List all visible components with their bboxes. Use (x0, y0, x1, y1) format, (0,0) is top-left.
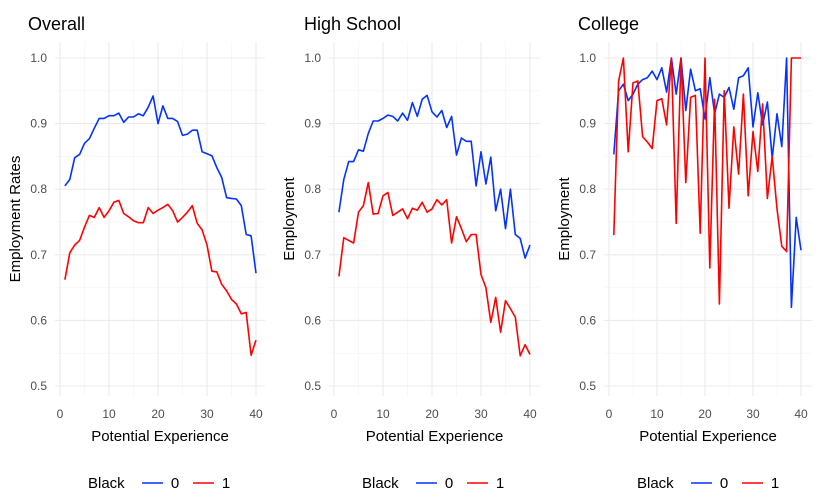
legend: Black 0 1 (637, 475, 779, 492)
panel-title: High School (304, 14, 401, 34)
x-tick-label: 0 (57, 407, 64, 421)
legend-label: 1 (496, 475, 504, 492)
x-tick-label: 10 (376, 407, 390, 421)
y-axis-title: Employment (556, 176, 573, 260)
x-tick-label: 10 (650, 407, 664, 421)
x-tick-label: 40 (794, 407, 808, 421)
x-tick-label: 0 (606, 407, 613, 421)
y-tick-label: 0.7 (30, 248, 47, 262)
legend-label: 1 (222, 475, 230, 492)
y-tick-label: 1.0 (579, 51, 596, 65)
panel-title: College (578, 14, 639, 34)
series-line-1 (338, 181, 531, 357)
legend: Black 0 1 (362, 475, 504, 492)
x-tick-label: 20 (425, 407, 439, 421)
legend-label: 1 (771, 475, 779, 492)
series-line-0 (613, 57, 802, 309)
y-tick-label: 0.6 (30, 313, 47, 327)
x-axis-title: Potential Experience (639, 428, 777, 445)
series-line-0 (338, 94, 531, 259)
y-tick-label: 0.5 (304, 379, 321, 393)
y-axis-title: Employment (281, 176, 298, 260)
y-axis-title: Employment Rates (7, 156, 24, 283)
y-tick-label: 0.9 (30, 117, 47, 131)
y-tick-label: 0.8 (304, 182, 321, 196)
x-tick-label: 0 (331, 407, 338, 421)
y-tick-label: 0.8 (30, 182, 47, 196)
y-tick-label: 1.0 (30, 51, 47, 65)
x-tick-label: 10 (102, 407, 116, 421)
series-line-0 (64, 95, 257, 274)
x-tick-label: 40 (249, 407, 263, 421)
x-axis-title: Potential Experience (91, 428, 229, 445)
legend-label: 0 (171, 475, 179, 492)
y-tick-label: 0.6 (304, 313, 321, 327)
y-tick-label: 0.7 (304, 248, 321, 262)
x-tick-label: 20 (698, 407, 712, 421)
y-tick-label: 1.0 (304, 51, 321, 65)
x-axis-title: Potential Experience (366, 428, 504, 445)
legend-title: Black (637, 475, 674, 492)
legend-label: 0 (720, 475, 728, 492)
y-tick-label: 0.5 (30, 379, 47, 393)
x-tick-label: 30 (200, 407, 214, 421)
y-tick-label: 0.7 (579, 248, 596, 262)
panel-title: Overall (28, 14, 85, 34)
legend-label: 0 (445, 475, 453, 492)
y-tick-label: 0.5 (579, 379, 596, 393)
x-tick-label: 40 (523, 407, 537, 421)
y-tick-label: 0.8 (579, 182, 596, 196)
panel-overall: 0 10 20 30 400.50.60.70.80.91.0OverallPotent… (7, 14, 265, 492)
series-line-1 (613, 57, 801, 305)
x-tick-label: 20 (151, 407, 165, 421)
y-tick-label: 0.9 (304, 117, 321, 131)
legend-title: Black (362, 475, 399, 492)
legend-title: Black (88, 475, 125, 492)
x-tick-label: 30 (746, 407, 760, 421)
y-tick-label: 0.6 (579, 313, 596, 327)
x-tick-label: 30 (474, 407, 488, 421)
panel-college: 0 10 20 30 400.50.60.70.80.91.0CollegePotent… (556, 14, 812, 492)
y-tick-label: 0.9 (579, 117, 596, 131)
series-line-1 (64, 199, 257, 357)
legend: Black 0 1 (88, 475, 230, 492)
